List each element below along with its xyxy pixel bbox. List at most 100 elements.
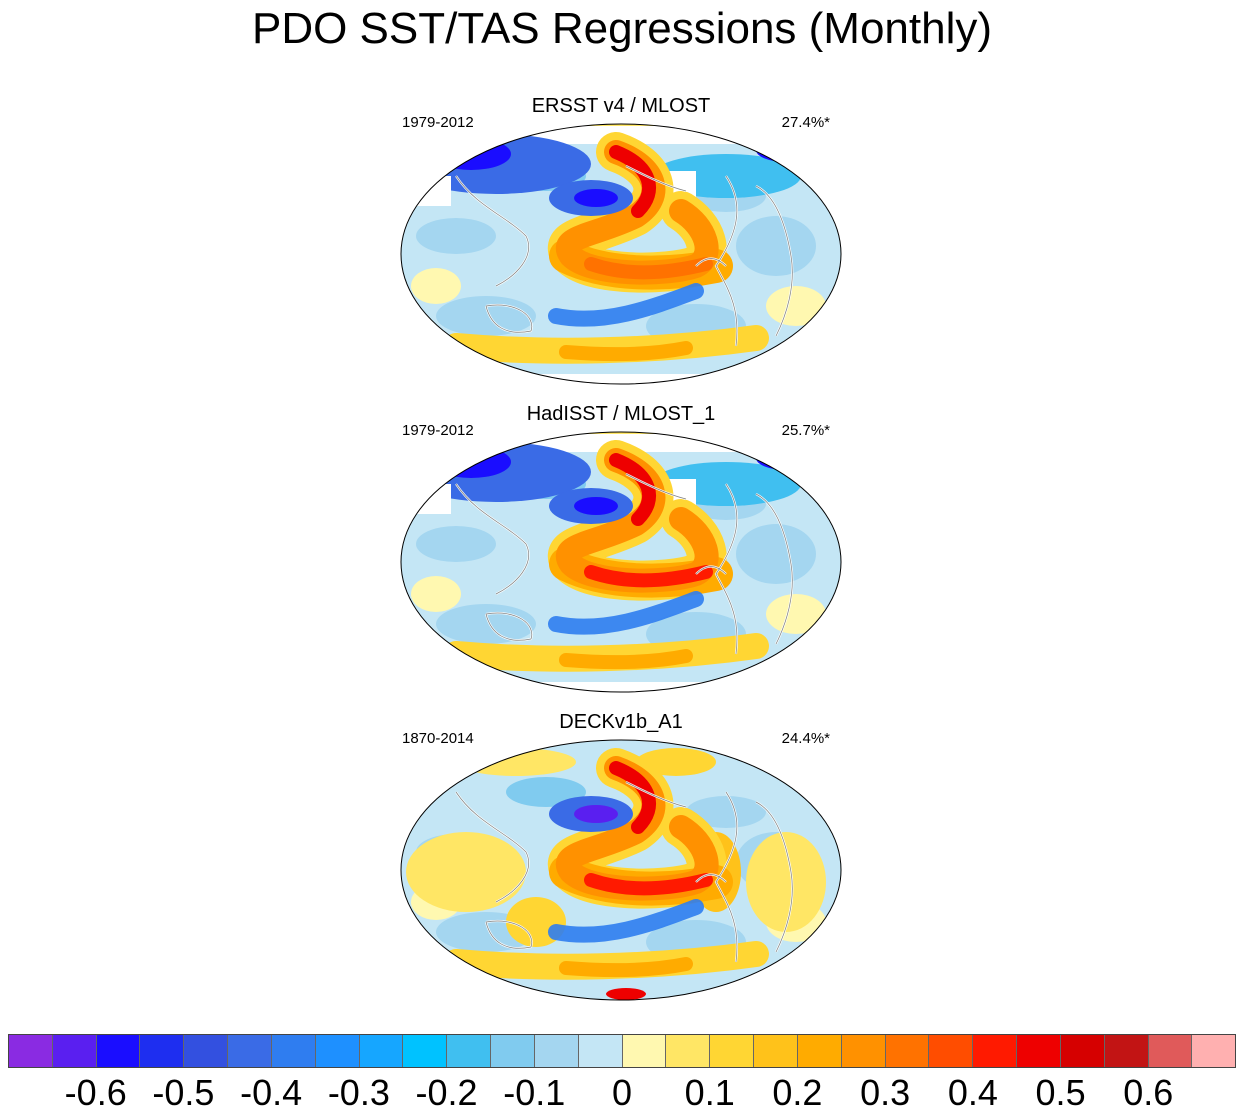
cold-blob-core	[574, 189, 618, 207]
colorbar-box	[1192, 1035, 1236, 1067]
panel-ersst: ERSST v4 / MLOST 1979-2012 27.4%*	[396, 94, 846, 400]
field-patch	[756, 138, 816, 162]
figure-title: PDO SST/TAS Regressions (Monthly)	[251, 4, 993, 53]
coastline	[755, 801, 793, 953]
colorbar-tick-label: 0.2	[772, 1072, 823, 1113]
colorbar-box	[491, 1035, 535, 1067]
colorbar-box	[271, 1035, 316, 1067]
missing-data	[416, 484, 451, 514]
missing-data	[401, 682, 841, 692]
map-boundary	[400, 123, 842, 385]
panel-title: HadISST / MLOST_1	[526, 403, 716, 425]
cold-band	[548, 899, 704, 943]
field-patch	[411, 576, 461, 612]
cold-band	[548, 283, 704, 327]
field-patch	[686, 796, 766, 828]
field-patch	[606, 988, 646, 1000]
regression-map	[400, 123, 842, 385]
colorbar-box	[1148, 1035, 1193, 1067]
coastline	[755, 493, 793, 645]
field-patch	[436, 296, 536, 336]
regression-map	[400, 431, 842, 693]
field-patch	[736, 216, 816, 276]
coastline	[695, 874, 727, 883]
colorbar-tick-label: -0.6	[64, 1072, 127, 1113]
coastline	[455, 175, 529, 287]
field-patch	[506, 777, 586, 807]
colorbar-box	[622, 1035, 667, 1067]
field-patch	[436, 604, 536, 644]
field-patch	[516, 124, 716, 126]
warm-core	[584, 257, 713, 280]
panel-period: 1979-2012	[402, 114, 474, 131]
coastline	[755, 185, 793, 337]
coastline	[455, 483, 529, 595]
warm-core	[609, 761, 656, 834]
colorbar-tick-label: -0.1	[503, 1072, 566, 1113]
colorbar-box	[52, 1035, 97, 1067]
panel-variance: 25.7%*	[781, 422, 830, 439]
colorbar-box	[1060, 1035, 1105, 1067]
colorbar-tick-label: 0.6	[1123, 1072, 1174, 1113]
panel-title: ERSST v4 / MLOST	[531, 95, 711, 117]
map-field	[401, 124, 841, 384]
warm-band	[559, 341, 693, 362]
colorbar-tick-label: -0.4	[240, 1072, 303, 1113]
field-patch	[411, 268, 461, 304]
colorbar-box	[929, 1035, 974, 1067]
colorbar-tick-label: -0.3	[327, 1072, 390, 1113]
warm-band	[559, 649, 693, 670]
field-patch	[416, 526, 496, 562]
colorbar-box	[841, 1035, 886, 1067]
colorbar-box	[797, 1035, 842, 1067]
coastline	[485, 304, 533, 333]
cold-blob-core	[574, 497, 618, 515]
panel-variance: 24.4%*	[781, 730, 830, 747]
field-patch	[766, 286, 826, 326]
panel-title: DECKv1b_A1	[559, 711, 683, 733]
warm-band	[559, 957, 693, 978]
warm-core	[609, 145, 656, 218]
panel-period: 1979-2012	[402, 422, 474, 439]
panel-period: 1870-2014	[402, 730, 474, 747]
colorbar-tick-label: 0.4	[947, 1072, 998, 1113]
cold-band	[548, 591, 704, 635]
colorbar-box	[973, 1035, 1018, 1067]
map-boundary	[400, 431, 842, 693]
warm-core	[609, 453, 656, 526]
coastline	[485, 612, 533, 641]
field-patch	[516, 432, 716, 434]
coastline	[695, 258, 727, 267]
field-patch	[431, 138, 511, 170]
colorbar-box	[359, 1035, 404, 1067]
missing-data	[416, 176, 451, 206]
colorbar-box	[710, 1035, 755, 1067]
colorbar	[8, 1034, 1236, 1068]
panel-variance: 27.4%*	[781, 114, 830, 131]
colorbar-box	[1104, 1035, 1149, 1067]
colorbar-box	[403, 1035, 448, 1067]
field-patch	[406, 832, 526, 912]
colorbar-box	[9, 1035, 53, 1067]
coastline	[625, 473, 687, 500]
colorbar-box	[1017, 1035, 1061, 1067]
field-patch	[416, 218, 496, 254]
colorbar-box	[447, 1035, 492, 1067]
colorbar-box	[315, 1035, 360, 1067]
field-patch	[756, 446, 816, 470]
regression-map	[400, 739, 842, 1001]
panel-hadisst: HadISST / MLOST_1 1979-2012 25.7%*	[396, 402, 846, 708]
colorbar-tick-label: -0.2	[415, 1072, 478, 1113]
colorbar-tick-label: 0.5	[1035, 1072, 1086, 1113]
map-field	[401, 432, 841, 692]
field-patch	[746, 832, 826, 932]
colorbar-box	[754, 1035, 798, 1067]
coastline	[695, 566, 727, 575]
panel-deck: DECKv1b_A1 1870-2014 24.4%*	[396, 710, 846, 1016]
coastline	[625, 781, 687, 808]
colorbar-box	[96, 1035, 141, 1067]
missing-data	[401, 374, 841, 384]
colorbar-box	[140, 1035, 185, 1067]
colorbar-tick-label: 0.3	[860, 1072, 911, 1113]
colorbar-tick-label: -0.5	[152, 1072, 215, 1113]
